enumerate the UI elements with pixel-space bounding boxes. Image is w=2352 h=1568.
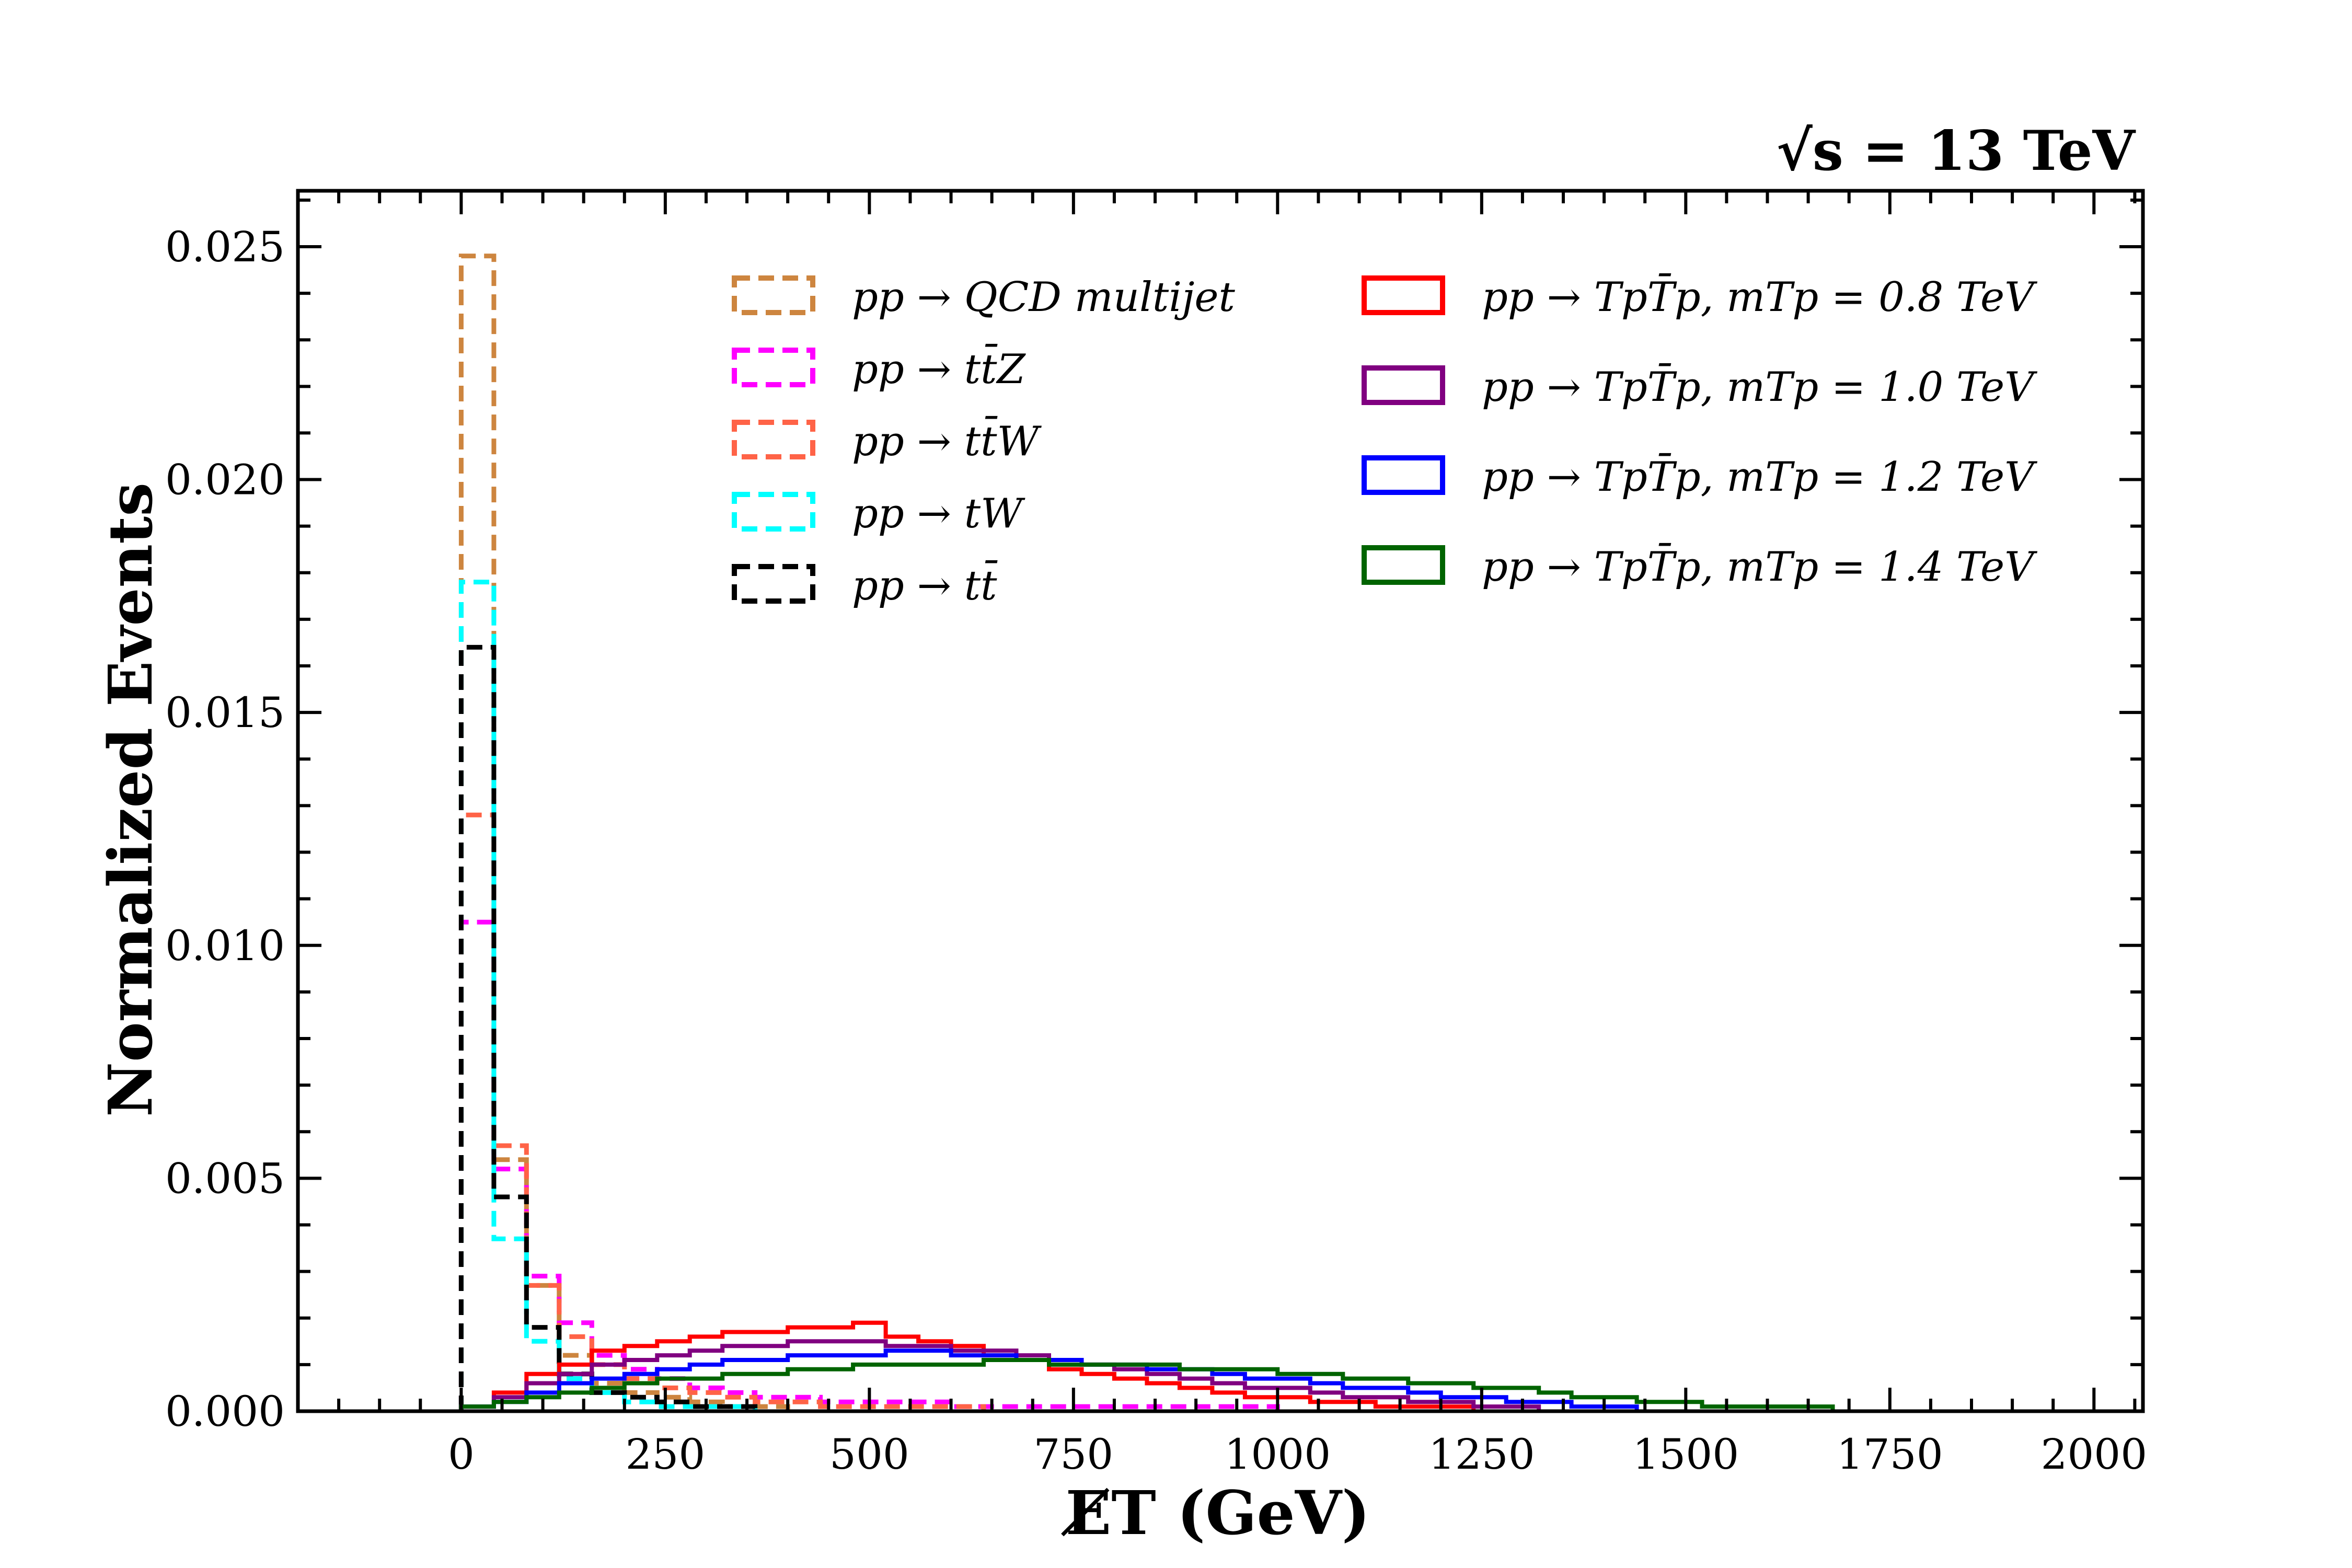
x-tick-label: 1000 bbox=[1225, 1430, 1331, 1479]
x-tick-labels: 0 250 500 750 1000 1250 1500 1750 2000 bbox=[448, 1430, 2147, 1479]
y-tick-label: 0.015 bbox=[165, 688, 285, 737]
background-legend-label-3: pp → tW bbox=[852, 490, 1025, 537]
legend: pp → QCD multijet pp → tt̄Z pp → tt̄W pp → … bbox=[732, 273, 2037, 609]
energy-label: √s = 13 TeV bbox=[1777, 118, 2136, 183]
series-6-step bbox=[459, 1339, 1541, 1411]
background-legend-label-0: pp → QCD multijet bbox=[852, 274, 1236, 321]
y-tick-label: 0.025 bbox=[165, 223, 285, 271]
histogram-series bbox=[458, 253, 1835, 1411]
signal-legend-swatch-1 bbox=[1362, 365, 1445, 405]
plot-frame bbox=[296, 189, 2145, 1413]
background-legend-label-1: pp → tt̄Z bbox=[852, 343, 1026, 393]
x-tick-label: 750 bbox=[1033, 1430, 1113, 1479]
y-tick-label: 0.020 bbox=[165, 456, 285, 504]
background-legend-label-4: pp → tt̄ bbox=[852, 560, 998, 609]
x-tick-label: 1750 bbox=[1837, 1430, 1943, 1479]
x-tick-label: 1250 bbox=[1428, 1430, 1535, 1479]
series-0-step bbox=[458, 253, 790, 1411]
series-8-step bbox=[459, 1358, 1835, 1411]
background-legend-swatch-1 bbox=[732, 348, 815, 387]
x-tick-label: 2000 bbox=[2041, 1430, 2148, 1479]
signal-legend-swatch-3 bbox=[1362, 545, 1445, 585]
x-tick-label: 500 bbox=[829, 1430, 909, 1479]
background-legend-swatch-4 bbox=[732, 564, 815, 604]
y-tick-label: 0.010 bbox=[165, 921, 285, 970]
x-tick-label: 250 bbox=[626, 1430, 706, 1479]
signal-legend-swatch-0 bbox=[1362, 275, 1445, 315]
signal-legend-label-0: pp → TpT̄p, mTp = 0.8 TeV bbox=[1482, 273, 2037, 321]
y-tick-label: 0.000 bbox=[165, 1387, 285, 1436]
background-legend-swatch-3 bbox=[732, 492, 815, 532]
signal-legend-label-3: pp → TpT̄p, mTp = 1.4 TeV bbox=[1482, 543, 2037, 591]
axis-ticks bbox=[296, 191, 2143, 1413]
signal-legend-label-1: pp → TpT̄p, mTp = 1.0 TeV bbox=[1482, 363, 2037, 411]
x-tick-label: 0 bbox=[448, 1430, 475, 1479]
background-legend-swatch-2 bbox=[732, 420, 815, 459]
y-tick-labels: 0.000 0.005 0.010 0.015 0.020 0.025 bbox=[165, 223, 285, 1436]
y-tick-label: 0.005 bbox=[165, 1154, 285, 1203]
y-axis-title: Normalized Events bbox=[96, 482, 166, 1117]
x-axis-title: E̸T (GeV) bbox=[1060, 1478, 1370, 1549]
signal-legend-swatch-2 bbox=[1362, 455, 1445, 495]
signal-legend-label-2: pp → TpT̄p, mTp = 1.2 TeV bbox=[1482, 453, 2037, 501]
background-legend-swatch-0 bbox=[732, 275, 815, 315]
x-tick-label: 1500 bbox=[1633, 1430, 1739, 1479]
background-legend-label-2: pp → tt̄W bbox=[852, 416, 1042, 465]
series-5-step bbox=[459, 1320, 1476, 1411]
